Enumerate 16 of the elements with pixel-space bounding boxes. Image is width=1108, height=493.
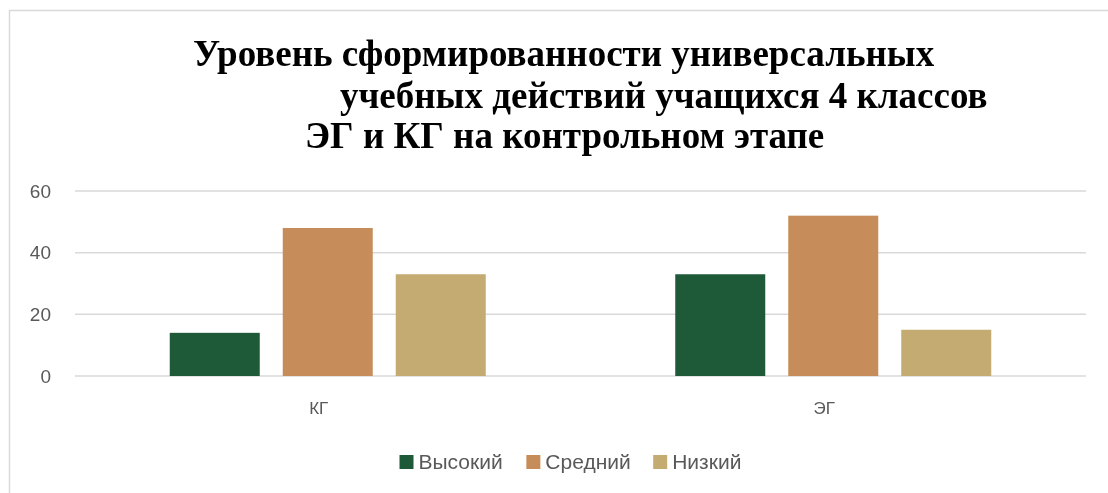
- x-tick-label: КГ: [309, 398, 329, 418]
- legend-label: Низкий: [672, 450, 742, 474]
- bar: [901, 329, 992, 376]
- chart-title: Уровень сформированности универсальных учебных действий учащихся 4 классов ЭГ и КГ на контрольном этапе: [193, 33, 988, 156]
- bar: [282, 228, 373, 376]
- y-tick-label: 0: [40, 365, 51, 387]
- legend-label: Высокий: [418, 450, 503, 474]
- x-tick-label: ЭГ: [813, 398, 835, 418]
- bar: [169, 332, 260, 376]
- bar: [675, 274, 766, 376]
- bar: [788, 215, 879, 376]
- y-tick-label: 60: [29, 180, 51, 202]
- legend-label: Средний: [545, 450, 631, 474]
- bar: [395, 274, 486, 376]
- y-tick-label: 20: [29, 303, 51, 325]
- y-tick-label: 40: [29, 242, 51, 264]
